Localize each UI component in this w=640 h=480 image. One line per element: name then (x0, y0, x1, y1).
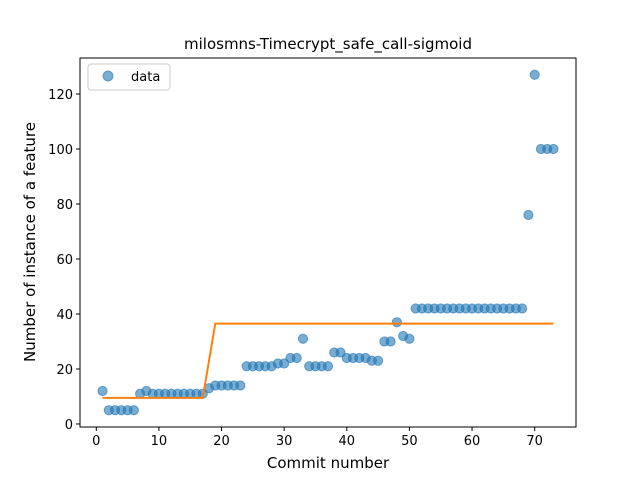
axes-frame (79, 57, 577, 428)
x-tick-label: 40 (339, 434, 356, 449)
data-point (373, 355, 384, 366)
data-point (235, 380, 246, 391)
legend-box (87, 63, 171, 91)
data-point (297, 333, 309, 344)
y-tick-label: 60 (56, 253, 73, 268)
y-tick-label: 100 (48, 143, 73, 158)
x-axis-label: Commit number (267, 454, 390, 472)
plot-area (97, 69, 559, 416)
fit-line (102, 322, 554, 399)
data-point (128, 405, 139, 416)
data-point (385, 336, 396, 347)
y-tick-label: 120 (48, 88, 73, 103)
data-point (322, 361, 334, 372)
data-point (291, 352, 302, 364)
y-tick-label: 40 (56, 308, 73, 323)
y-tick-label: 20 (56, 363, 73, 378)
legend-label-data: data (131, 70, 160, 85)
x-tick-label: 30 (276, 434, 293, 449)
legend-marker-data (102, 70, 114, 82)
data-point (517, 303, 528, 314)
y-tick-label: 80 (56, 198, 73, 213)
legend: data (87, 63, 171, 91)
data-point (529, 69, 540, 80)
x-tick-label: 10 (151, 434, 168, 449)
chart-title: milosmns-Timecrypt_safe_call-sigmoid (184, 35, 472, 54)
y-axis-label: Number of instance of a feature (21, 122, 39, 362)
data-point (523, 209, 534, 221)
data-point (391, 317, 402, 328)
x-tick-label: 50 (401, 434, 418, 449)
axes: 0 10 20 30 40 50 60 70 0 20 40 60 80 100 120 (48, 57, 577, 449)
y-tick-label: 0 (65, 418, 73, 433)
data-point (404, 333, 415, 344)
x-tick-label: 20 (213, 434, 230, 449)
x-tick-label: 0 (92, 434, 100, 449)
x-tick-label: 60 (464, 434, 481, 449)
x-tick-label: 70 (526, 434, 543, 449)
data-point (97, 385, 108, 397)
data-point (548, 143, 559, 155)
